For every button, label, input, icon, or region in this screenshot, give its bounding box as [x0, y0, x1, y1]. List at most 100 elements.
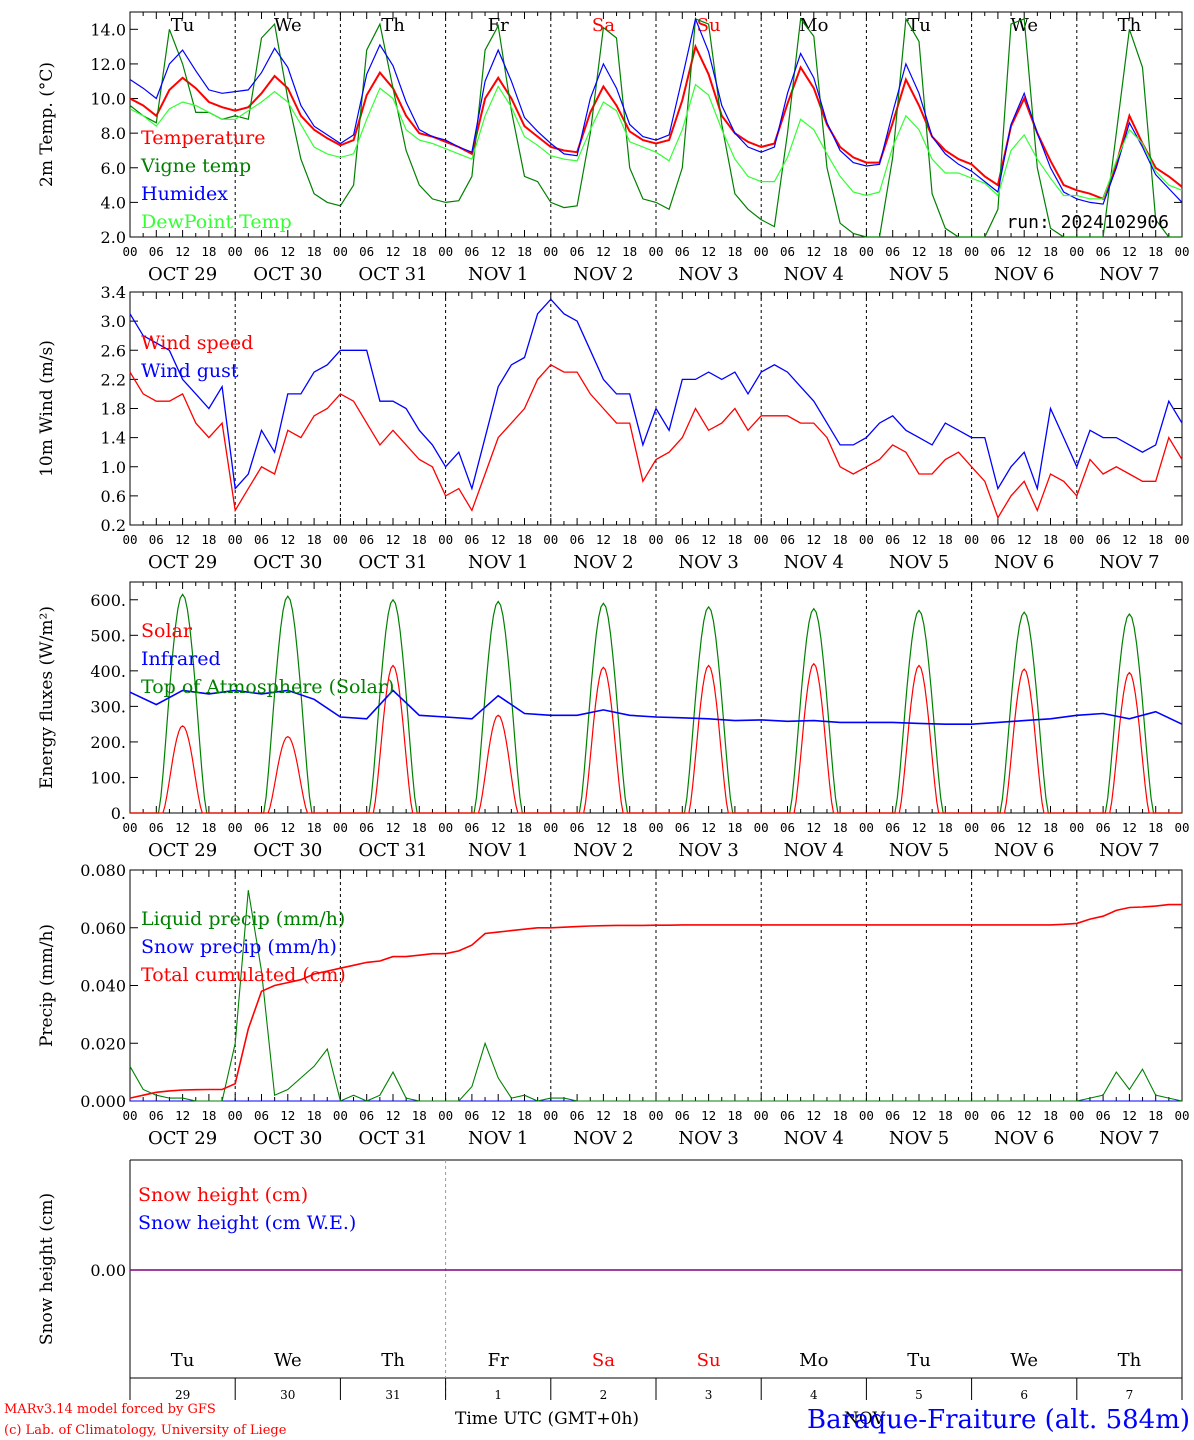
y-tick-label: 600. [90, 591, 126, 610]
y-tick-label: 1.8 [101, 400, 126, 419]
hour-tick-label: 18 [1148, 1108, 1163, 1123]
hour-tick-label: 18 [1148, 820, 1163, 835]
date-label: OCT 29 [148, 552, 217, 573]
hour-tick-label: 06 [254, 532, 269, 547]
date-label: OCT 30 [253, 840, 322, 861]
hour-tick-label: 12 [806, 1108, 821, 1123]
hour-tick-label: 18 [622, 820, 637, 835]
date-label: NOV 1 [468, 552, 528, 573]
hour-tick-label: 18 [307, 1108, 322, 1123]
hour-tick-label: 06 [885, 820, 900, 835]
y-axis-label: Energy fluxes (W/m²) [37, 606, 57, 789]
hour-tick-label: 00 [333, 1108, 348, 1123]
y-tick-label: 12.0 [90, 55, 126, 74]
date-label: NOV 4 [784, 552, 844, 573]
hour-tick-label: 12 [1122, 1108, 1137, 1123]
hour-tick-label: 18 [833, 532, 848, 547]
hour-tick-label: 06 [675, 244, 690, 259]
y-axis-label: 2m Temp. (°C) [37, 62, 57, 187]
hour-tick-label: 12 [806, 820, 821, 835]
hour-tick-label: 00 [543, 1108, 558, 1123]
hour-tick-label: 12 [491, 244, 506, 259]
date-label: NOV 7 [1099, 264, 1159, 285]
weekday-label: Th [381, 15, 405, 36]
hour-tick-label: 00 [754, 244, 769, 259]
panel-frame [129, 11, 1183, 238]
date-label: NOV 5 [889, 840, 949, 861]
hour-tick-label: 06 [780, 244, 795, 259]
hour-tick-label: 18 [307, 244, 322, 259]
y-tick-label: 3.0 [101, 312, 126, 331]
hour-tick-label: 18 [938, 1108, 953, 1123]
hour-tick-label: 00 [859, 244, 874, 259]
hour-tick-label: 00 [438, 820, 453, 835]
hour-tick-label: 06 [359, 532, 374, 547]
hour-tick-label: 00 [228, 532, 243, 547]
hour-tick-label: 18 [833, 244, 848, 259]
hour-tick-label: 00 [228, 820, 243, 835]
y-tick-label: 0.00 [90, 1261, 126, 1280]
date-label: OCT 31 [358, 552, 427, 573]
temperature-panel: 00 06 12 18 00 06 12 18 00 06 12 18 00 06 12 18 00 06 12 18… [37, 11, 1190, 285]
weekday-label: Sa [592, 15, 615, 36]
legend-liquid-precip-mm-h: Liquid precip (mm/h) [141, 908, 345, 930]
hour-tick-label: 12 [385, 1108, 400, 1123]
hour-tick-label: 12 [1122, 532, 1137, 547]
hour-tick-label: 18 [1043, 532, 1058, 547]
hour-tick-label: 00 [228, 244, 243, 259]
day-number-label: 30 [280, 1388, 295, 1402]
hour-tick-label: 00 [648, 820, 663, 835]
weekday-label: Su [697, 1350, 721, 1371]
hour-tick-label: 06 [780, 820, 795, 835]
hour-tick-label: 12 [911, 1108, 926, 1123]
hour-tick-label: 06 [570, 244, 585, 259]
weekday-label: Th [1118, 1350, 1142, 1371]
hour-tick-label: 12 [491, 532, 506, 547]
legend-dewpoint-temp: DewPoint Temp [141, 211, 292, 233]
hour-tick-label: 06 [359, 1108, 374, 1123]
hour-tick-label: 12 [701, 1108, 716, 1123]
legend-infrared: Infrared [141, 648, 221, 670]
date-label: NOV 3 [678, 264, 738, 285]
hour-tick-label: 00 [228, 1108, 243, 1123]
hour-tick-label: 18 [1148, 244, 1163, 259]
hour-tick-label: 18 [517, 532, 532, 547]
date-label: NOV 6 [994, 264, 1054, 285]
hour-tick-label: 18 [938, 820, 953, 835]
hour-tick-label: 12 [175, 244, 190, 259]
date-label: OCT 29 [148, 1128, 217, 1149]
y-tick-label: 100. [90, 768, 126, 787]
hour-tick-label: 18 [938, 244, 953, 259]
date-label: NOV 4 [784, 264, 844, 285]
hour-tick-label: 00 [859, 532, 874, 547]
hour-tick-label: 06 [149, 1108, 164, 1123]
date-label: OCT 30 [253, 552, 322, 573]
hour-tick-label: 12 [491, 820, 506, 835]
hour-tick-label: 06 [149, 532, 164, 547]
hour-tick-label: 12 [175, 820, 190, 835]
weekday-label: We [1010, 1350, 1038, 1371]
date-label: OCT 31 [358, 840, 427, 861]
y-tick-label: 500. [90, 626, 126, 645]
hour-tick-label: 18 [727, 820, 742, 835]
hour-tick-label: 12 [280, 244, 295, 259]
hour-tick-label: 00 [1069, 532, 1084, 547]
y-tick-label: 300. [90, 697, 126, 716]
hour-tick-label: 00 [964, 532, 979, 547]
weekday-label: Th [1118, 15, 1142, 36]
date-label: NOV 2 [573, 552, 633, 573]
legend-snow-precip-mm-h: Snow precip (mm/h) [141, 936, 337, 958]
legend-top-of-atmosphere-solar: Top of Atmosphere (Solar) [141, 676, 394, 698]
hour-tick-label: 18 [201, 532, 216, 547]
legend-snow-height-cm-w-e: Snow height (cm W.E.) [138, 1212, 356, 1234]
hour-tick-label: 18 [833, 1108, 848, 1123]
hour-tick-label: 06 [464, 244, 479, 259]
date-label: NOV 6 [994, 552, 1054, 573]
hour-tick-label: 18 [727, 244, 742, 259]
date-label: NOV 6 [994, 840, 1054, 861]
weekday-label: Tu [907, 1350, 931, 1371]
date-label: OCT 29 [148, 264, 217, 285]
hour-tick-label: 18 [412, 820, 427, 835]
series-line [129, 363, 1183, 520]
